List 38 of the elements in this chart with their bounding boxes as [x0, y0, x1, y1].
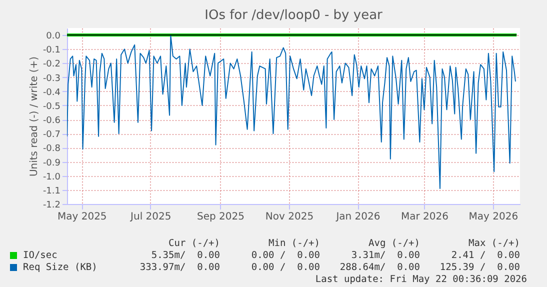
- text: 3.31m/ 0.00: [350, 250, 420, 262]
- legend-label: Req Size (KB): [22, 262, 98, 274]
- text: 5.35m/ 0.00: [150, 250, 220, 262]
- legend-label: IO/sec: [22, 250, 58, 262]
- text: 0.00 / 0.00: [250, 250, 320, 262]
- x-tick-label: Mar 2026: [400, 212, 448, 222]
- y-tick-label: -0.6: [42, 116, 61, 126]
- x-tick-label: Sep 2025: [197, 212, 244, 222]
- y-tick-label: -0.8: [42, 144, 61, 154]
- y-tick-label: -0.2: [42, 60, 60, 70]
- x-tick-label: Jan 2026: [335, 212, 380, 222]
- x-tick-label: Nov 2025: [265, 212, 314, 222]
- y-tick-label: -1.0: [42, 172, 61, 182]
- y-tick-label: -0.1: [42, 46, 60, 56]
- text: Max (-/+): [468, 238, 520, 250]
- text: 125.39 / 0.00: [438, 262, 520, 274]
- text: Last update: Fri May 22 00:36:09 2026: [314, 274, 527, 286]
- text: 0.00 / 0.00: [250, 262, 320, 274]
- y-tick-label: -0.5: [42, 102, 60, 112]
- y-tick-label: -0.9: [42, 158, 61, 168]
- text: 288.64m/ 0.00: [338, 262, 420, 274]
- x-tick-label: May 2025: [57, 212, 107, 222]
- y-tick-label: -1.1: [42, 186, 60, 196]
- text: 333.97m/ 0.00: [138, 262, 220, 274]
- y-tick-label: -0.3: [42, 74, 60, 84]
- text: 2.41 / 0.00: [450, 250, 520, 262]
- x-tick-label: May 2026: [468, 212, 518, 222]
- y-tick-label: -1.2: [42, 200, 60, 210]
- line-series: [67, 34, 516, 190]
- y-tick-label: 0.0: [46, 32, 61, 42]
- text: Avg (-/+): [368, 238, 420, 250]
- x-tick-label: Jul 2025: [130, 212, 172, 222]
- y-axis-title: Units read (-) / write (+): [28, 56, 40, 177]
- y-tick-label: -0.4: [42, 88, 61, 98]
- y-tick-label: -0.7: [42, 130, 60, 140]
- text: Min (-/+): [268, 238, 320, 250]
- text: Cur (-/+): [168, 238, 220, 250]
- chart-title: IOs for /dev/loop0 - by year: [204, 8, 384, 23]
